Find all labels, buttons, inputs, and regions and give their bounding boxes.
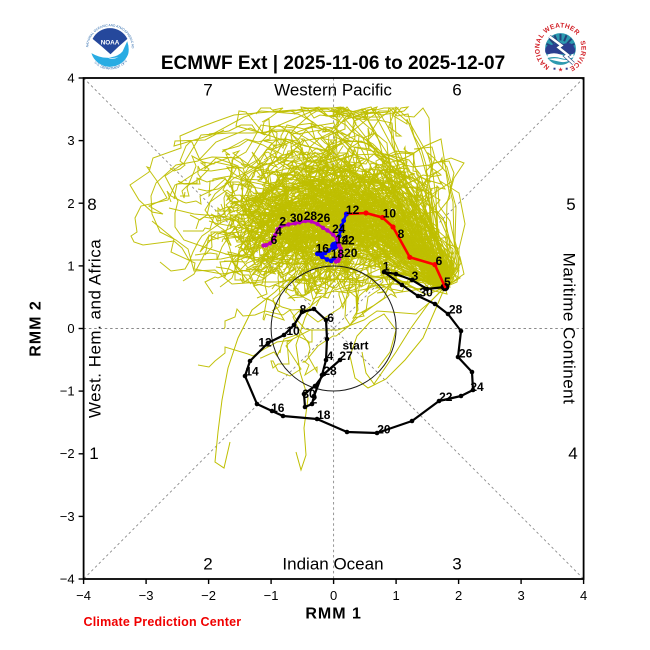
svg-text:16: 16 [316, 241, 330, 255]
svg-text:3: 3 [412, 269, 419, 283]
svg-text:14: 14 [335, 233, 349, 247]
svg-text:1: 1 [383, 259, 390, 273]
svg-text:30: 30 [302, 387, 316, 401]
svg-text:RMM 1: RMM 1 [305, 606, 362, 623]
svg-text:4: 4 [327, 349, 334, 363]
svg-text:NOAA: NOAA [101, 39, 120, 46]
svg-text:6: 6 [436, 254, 443, 268]
svg-text:ECMWF Ext | 2025-11-06 to 2025: ECMWF Ext | 2025-11-06 to 2025-12-07 [161, 53, 505, 74]
svg-text:27: 27 [339, 349, 353, 363]
svg-text:2: 2 [67, 196, 74, 211]
svg-text:20: 20 [344, 246, 358, 260]
svg-text:2: 2 [203, 555, 212, 574]
svg-text:Indian Ocean: Indian Ocean [282, 555, 383, 574]
svg-text:20: 20 [377, 422, 391, 436]
svg-text:22: 22 [341, 234, 355, 248]
svg-text:−1: −1 [264, 588, 279, 603]
svg-text:8: 8 [300, 303, 307, 317]
svg-text:West. Hem. and Africa: West. Hem. and Africa [86, 239, 105, 418]
svg-text:26: 26 [317, 211, 331, 225]
svg-text:28: 28 [449, 303, 463, 317]
svg-text:Maritime Continent: Maritime Continent [560, 253, 579, 405]
svg-text:0: 0 [67, 321, 74, 336]
svg-text:0: 0 [330, 588, 337, 603]
svg-text:−2: −2 [201, 588, 216, 603]
svg-text:RMM 2: RMM 2 [28, 300, 45, 357]
svg-text:12: 12 [258, 336, 272, 350]
svg-text:4: 4 [568, 444, 577, 463]
svg-text:26: 26 [459, 346, 473, 360]
svg-text:30: 30 [290, 211, 304, 225]
svg-text:−2: −2 [60, 446, 75, 461]
svg-text:7: 7 [203, 81, 212, 100]
svg-text:12: 12 [346, 203, 360, 217]
svg-text:−3: −3 [60, 509, 75, 524]
svg-text:28: 28 [304, 209, 318, 223]
svg-text:−4: −4 [76, 588, 91, 603]
svg-text:6: 6 [327, 311, 334, 325]
svg-text:6: 6 [271, 233, 278, 247]
svg-text:8: 8 [87, 195, 96, 214]
svg-text:6: 6 [452, 81, 461, 100]
svg-text:28: 28 [323, 364, 337, 378]
svg-text:24: 24 [470, 380, 484, 394]
svg-text:1: 1 [67, 258, 74, 273]
svg-text:10: 10 [383, 207, 397, 221]
svg-text:8: 8 [398, 227, 405, 241]
svg-text:1: 1 [89, 444, 98, 463]
svg-text:5: 5 [444, 275, 451, 289]
svg-text:30: 30 [419, 285, 433, 299]
svg-text:2: 2 [455, 588, 462, 603]
svg-text:3: 3 [67, 133, 74, 148]
svg-text:★: ★ [558, 66, 563, 73]
svg-text:3: 3 [452, 555, 461, 574]
svg-text:4: 4 [275, 224, 282, 238]
svg-text:14: 14 [245, 365, 259, 379]
svg-text:−4: −4 [60, 572, 75, 587]
svg-text:3: 3 [517, 588, 524, 603]
svg-text:−3: −3 [139, 588, 154, 603]
svg-text:2: 2 [311, 393, 318, 407]
svg-text:18: 18 [331, 247, 345, 261]
svg-text:5: 5 [566, 195, 575, 214]
svg-text:22: 22 [439, 390, 453, 404]
svg-text:4: 4 [580, 588, 587, 603]
svg-text:24: 24 [332, 222, 346, 236]
svg-text:18: 18 [317, 408, 331, 422]
svg-text:start: start [342, 339, 368, 353]
svg-text:Climate Prediction Center: Climate Prediction Center [84, 615, 242, 629]
svg-text:4: 4 [67, 71, 74, 86]
svg-text:1: 1 [392, 588, 399, 603]
svg-text:−1: −1 [60, 384, 75, 399]
svg-text:16: 16 [271, 401, 285, 415]
svg-text:Western Pacific: Western Pacific [274, 81, 392, 100]
svg-text:2: 2 [279, 215, 286, 229]
svg-text:10: 10 [286, 324, 300, 338]
